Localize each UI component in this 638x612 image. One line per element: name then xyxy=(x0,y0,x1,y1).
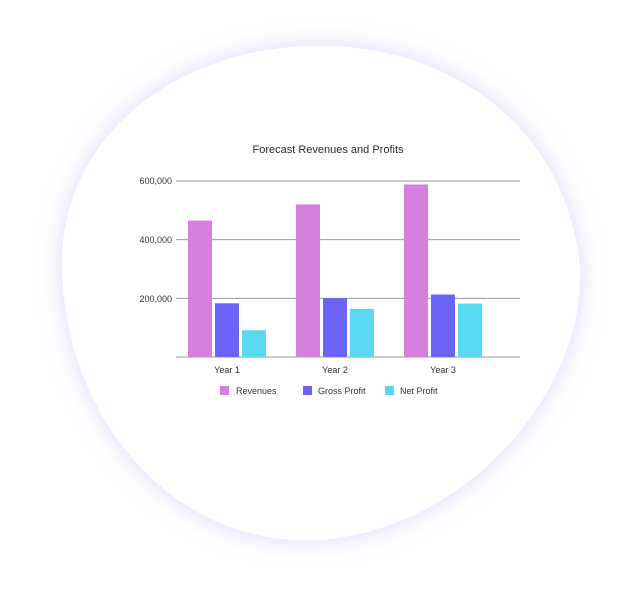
bars xyxy=(188,184,482,357)
category-label: Year 2 xyxy=(322,365,348,375)
y-tick-label: 200,000 xyxy=(139,294,172,304)
legend-label: Gross Profit xyxy=(318,386,366,396)
legend-label: Revenues xyxy=(236,386,277,396)
category-label: Year 3 xyxy=(430,365,456,375)
chart-title: Forecast Revenues and Profits xyxy=(252,144,404,156)
bar-gross-profit xyxy=(431,294,455,357)
bar-gross-profit xyxy=(323,298,347,357)
legend-swatch-net-profit xyxy=(385,386,394,395)
y-tick-label: 400,000 xyxy=(139,235,172,245)
bar-revenues xyxy=(404,184,428,357)
legend-swatch-revenues xyxy=(220,386,229,395)
y-axis-tick-labels: 200,000 400,000 600,000 xyxy=(139,176,172,304)
legend-label: Net Profit xyxy=(400,386,438,396)
blob-card xyxy=(61,45,581,541)
legend: Revenues Gross Profit Net Profit xyxy=(220,386,438,396)
bar-revenues xyxy=(188,220,212,357)
bar-net-profit xyxy=(350,308,374,357)
legend-swatch-gross-profit xyxy=(303,386,312,395)
bar-net-profit xyxy=(242,330,266,357)
bar-net-profit xyxy=(458,303,482,357)
x-axis-category-labels: Year 1 Year 2 Year 3 xyxy=(214,365,456,375)
bar-gross-profit xyxy=(215,303,239,357)
bar-revenues xyxy=(296,204,320,357)
y-tick-label: 600,000 xyxy=(139,176,172,186)
category-label: Year 1 xyxy=(214,365,240,375)
